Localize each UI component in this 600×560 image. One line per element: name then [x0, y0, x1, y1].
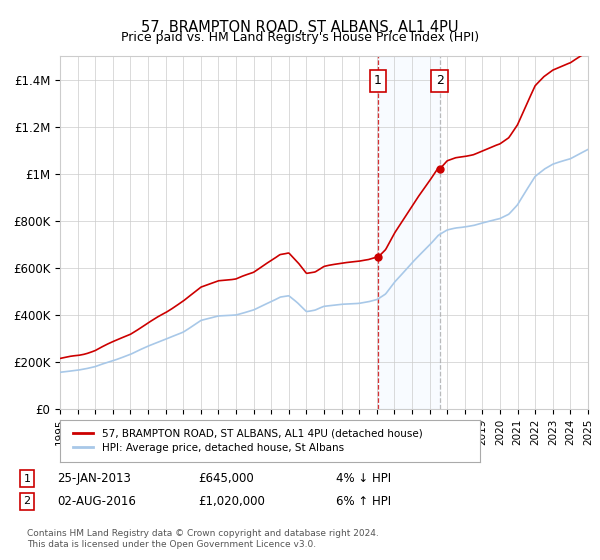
Text: 25-JAN-2013: 25-JAN-2013	[57, 472, 131, 486]
Text: 2: 2	[436, 74, 444, 87]
Text: 02-AUG-2016: 02-AUG-2016	[57, 494, 136, 508]
Text: £645,000: £645,000	[198, 472, 254, 486]
Text: 2: 2	[23, 496, 31, 506]
Text: 6% ↑ HPI: 6% ↑ HPI	[336, 494, 391, 508]
Text: Price paid vs. HM Land Registry's House Price Index (HPI): Price paid vs. HM Land Registry's House …	[121, 31, 479, 44]
Bar	[378, 56, 440, 409]
Text: 1: 1	[374, 74, 382, 87]
Text: Contains HM Land Registry data © Crown copyright and database right 2024.
This d: Contains HM Land Registry data © Crown c…	[27, 529, 379, 549]
Text: 57, BRAMPTON ROAD, ST ALBANS, AL1 4PU: 57, BRAMPTON ROAD, ST ALBANS, AL1 4PU	[141, 20, 459, 35]
Text: 4% ↓ HPI: 4% ↓ HPI	[336, 472, 391, 486]
Legend: 57, BRAMPTON ROAD, ST ALBANS, AL1 4PU (detached house), HPI: Average price, deta: 57, BRAMPTON ROAD, ST ALBANS, AL1 4PU (d…	[70, 426, 425, 456]
Text: £1,020,000: £1,020,000	[198, 494, 265, 508]
Text: 1: 1	[23, 474, 31, 484]
